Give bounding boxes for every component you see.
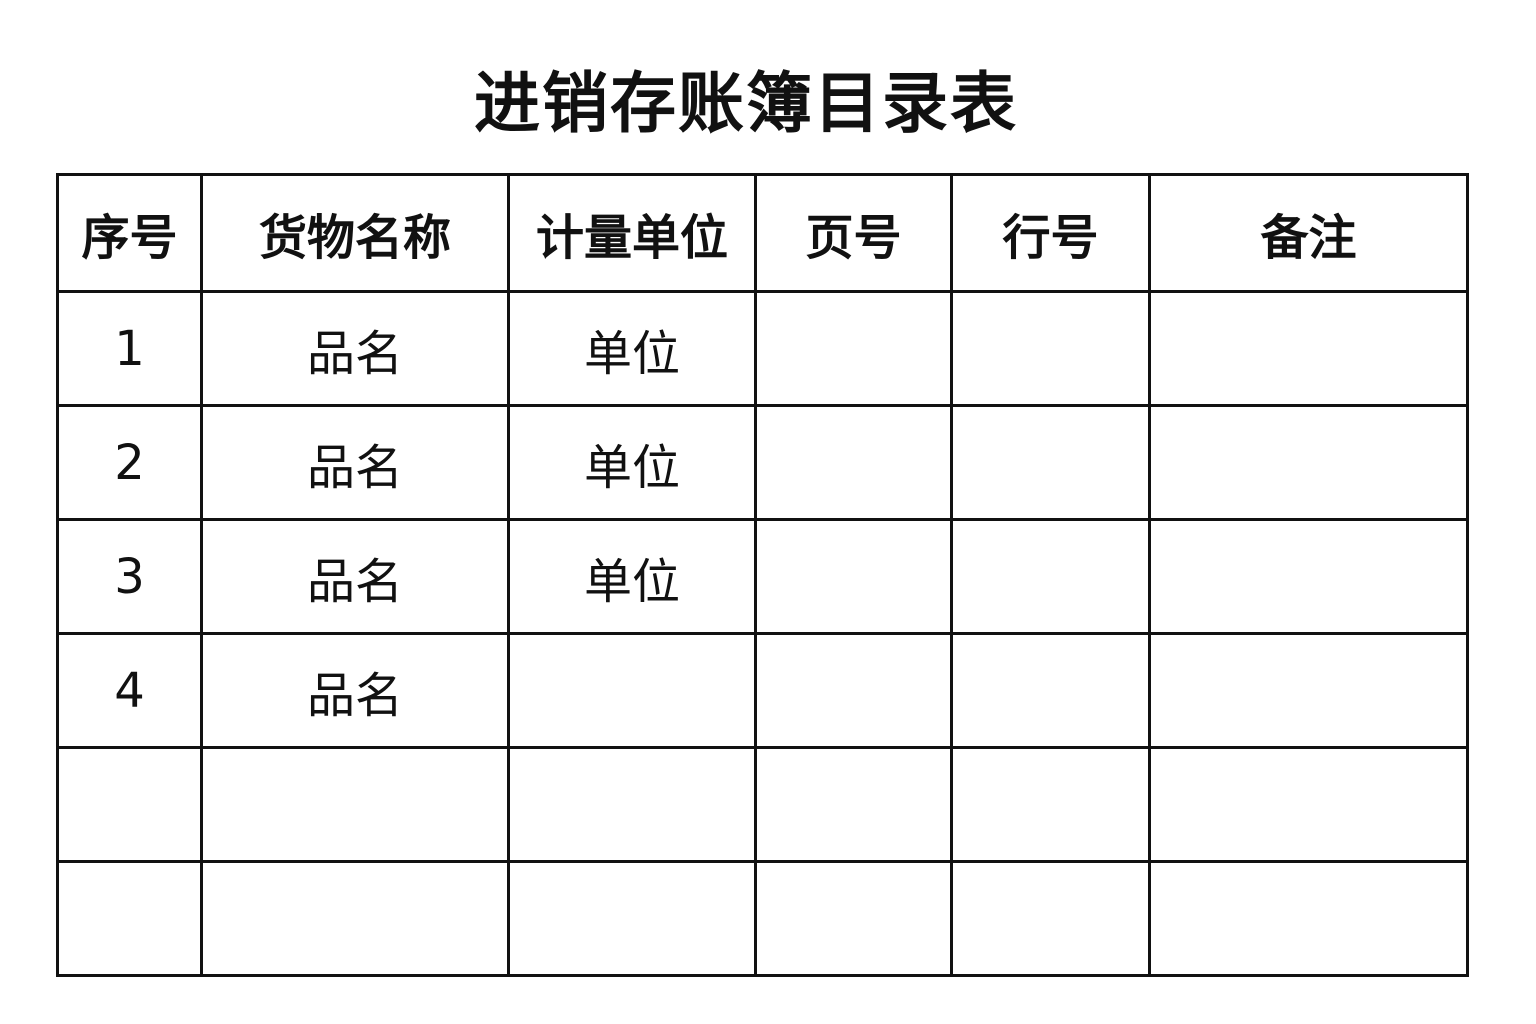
- cell-remarks: [1148, 290, 1469, 407]
- cell-page: [754, 860, 953, 977]
- header-goods-name: 货物名称: [200, 173, 510, 293]
- cell-line: [950, 632, 1151, 749]
- cell-serial: [56, 746, 203, 863]
- cell-page: [754, 518, 953, 635]
- cell-serial: [56, 860, 203, 977]
- page-title: 进销存账簿目录表: [474, 65, 1018, 142]
- header-serial: 序号: [56, 173, 203, 293]
- cell-goods-name: [200, 746, 510, 863]
- cell-serial: 4: [56, 632, 203, 749]
- cell-goods-name: 品名: [200, 404, 510, 521]
- cell-page: [754, 632, 953, 749]
- cell-unit: [507, 746, 757, 863]
- table-row: 3 品名 单位: [56, 518, 1469, 635]
- cell-goods-name: [200, 860, 510, 977]
- table-row: 2 品名 单位: [56, 404, 1469, 521]
- table-row: 1 品名 单位: [56, 290, 1469, 407]
- cell-page: [754, 290, 953, 407]
- cell-line: [950, 860, 1151, 977]
- catalog-table: 序号 货物名称 计量单位 页号 行号 备注 1 品名 单位 2 品名 单位 3 品名 单位 4 品名: [56, 173, 1469, 977]
- cell-line: [950, 404, 1151, 521]
- cell-goods-name: 品名: [200, 290, 510, 407]
- cell-unit: 单位: [507, 518, 757, 635]
- cell-serial: 2: [56, 404, 203, 521]
- header-row: 序号 货物名称 计量单位 页号 行号 备注: [56, 173, 1469, 293]
- header-unit: 计量单位: [507, 173, 757, 293]
- cell-unit: [507, 860, 757, 977]
- cell-unit: 单位: [507, 404, 757, 521]
- cell-goods-name: 品名: [200, 632, 510, 749]
- cell-goods-name: 品名: [200, 518, 510, 635]
- header-line: 行号: [950, 173, 1151, 293]
- cell-page: [754, 746, 953, 863]
- header-remarks: 备注: [1148, 173, 1469, 293]
- cell-remarks: [1148, 632, 1469, 749]
- cell-line: [950, 746, 1151, 863]
- cell-page: [754, 404, 953, 521]
- cell-serial: 1: [56, 290, 203, 407]
- cell-line: [950, 290, 1151, 407]
- cell-serial: 3: [56, 518, 203, 635]
- cell-line: [950, 518, 1151, 635]
- cell-unit: 单位: [507, 290, 757, 407]
- cell-remarks: [1148, 860, 1469, 977]
- header-page: 页号: [754, 173, 953, 293]
- cell-remarks: [1148, 404, 1469, 521]
- table-row: [56, 746, 1469, 863]
- cell-remarks: [1148, 518, 1469, 635]
- cell-remarks: [1148, 746, 1469, 863]
- table-row: [56, 860, 1469, 977]
- table-row: 4 品名: [56, 632, 1469, 749]
- cell-unit: [507, 632, 757, 749]
